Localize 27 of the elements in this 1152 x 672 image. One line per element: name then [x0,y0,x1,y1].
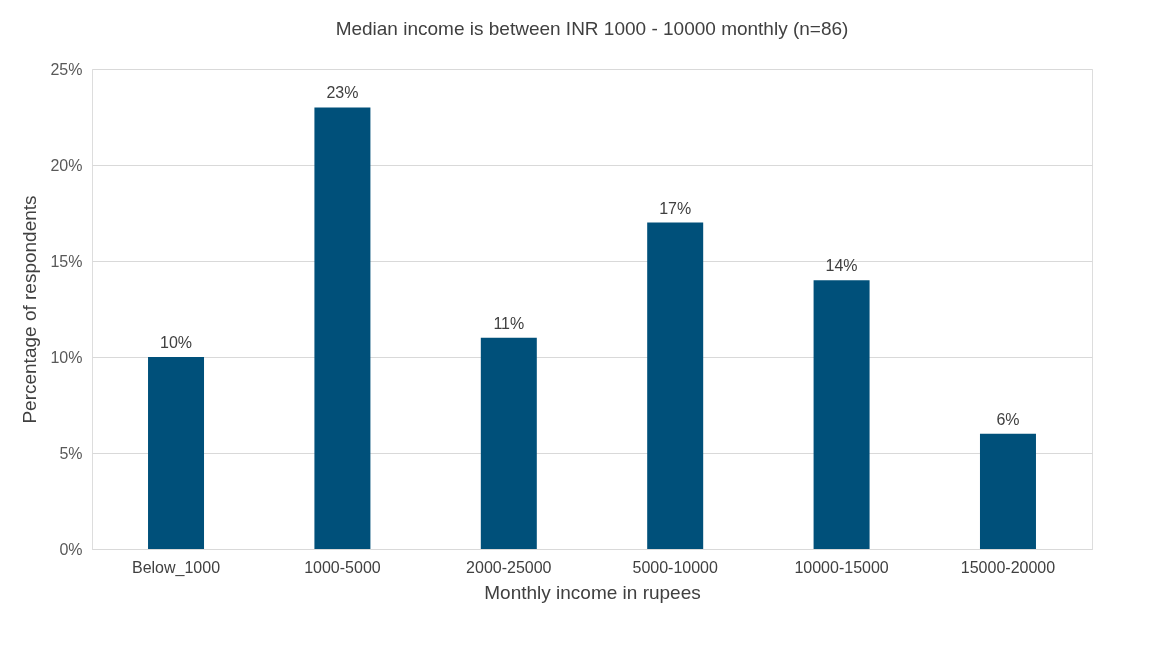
data-label: 14% [825,257,858,275]
y-axis-title: Percentage of respondents [19,195,41,424]
x-tick-label: 1000-5000 [304,558,381,576]
y-tick-label: 5% [59,444,83,462]
y-tick-label: 15% [50,252,83,270]
x-axis-title: Monthly income in rupees [484,581,701,603]
x-tick-label: 2000-25000 [466,558,552,576]
bar [979,433,1036,549]
bar [480,337,537,549]
data-label: 11% [493,314,525,332]
y-tick-label: 0% [59,540,83,558]
x-tick-label: 15000-20000 [960,558,1056,576]
y-tick-label: 20% [50,156,83,174]
chart-title: Median income is between INR 1000 - 10000 monthly (n=86) [335,18,849,39]
y-tick-label: 10% [50,348,83,366]
y-tick-label: 25% [50,60,83,78]
bar [813,280,870,549]
data-label: 17% [659,199,692,217]
bar [647,222,704,549]
x-tick-label: 10000-15000 [794,558,889,576]
data-label: 10% [160,334,193,351]
data-label: 6% [996,410,1020,428]
bar [148,357,205,549]
x-tick-label: Below_1000 [131,558,221,577]
data-label: 23% [326,84,359,102]
bar [314,107,371,549]
x-tick-label: 5000-10000 [632,558,718,576]
